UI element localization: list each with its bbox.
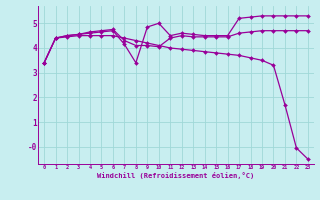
X-axis label: Windchill (Refroidissement éolien,°C): Windchill (Refroidissement éolien,°C) bbox=[97, 172, 255, 179]
